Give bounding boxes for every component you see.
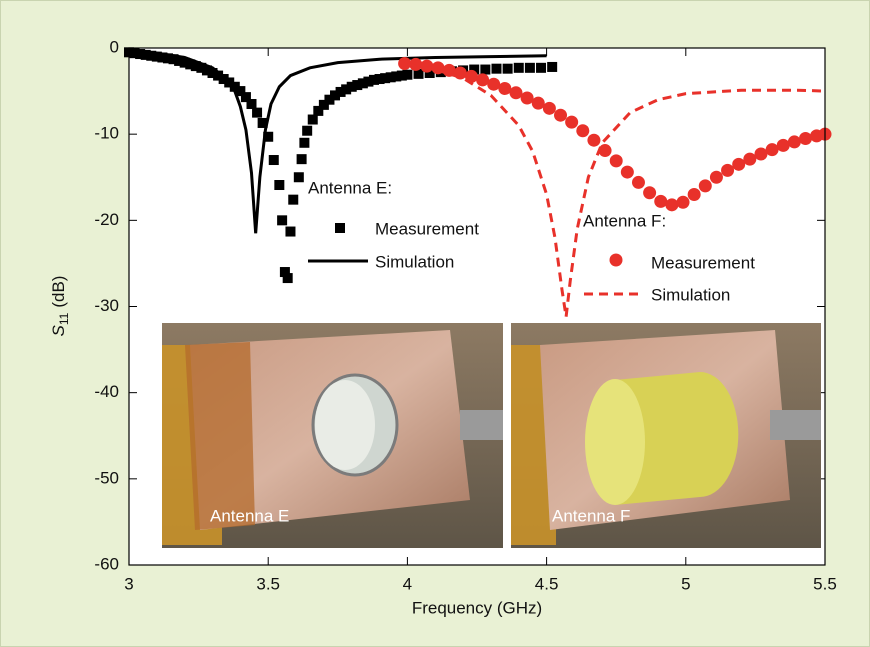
marker (288, 195, 298, 205)
photos: Antenna E Antenna F (162, 323, 821, 548)
marker (514, 63, 524, 73)
marker (283, 273, 293, 283)
legend-label: Measurement (375, 219, 479, 238)
photo-antenna-f: Antenna F (511, 323, 821, 548)
x-tick-label: 5.5 (813, 574, 837, 593)
marker (480, 65, 490, 75)
y-tick-label: -60 (94, 554, 119, 573)
marker (766, 143, 779, 156)
y-axis-symbol: S (49, 324, 68, 336)
y-tick-label: -50 (94, 468, 119, 487)
marker (710, 171, 723, 184)
marker (610, 254, 623, 267)
y-tick-label: -10 (94, 124, 119, 143)
marker (632, 176, 645, 189)
marker (252, 108, 262, 118)
marker (335, 223, 345, 233)
marker (498, 82, 511, 95)
legend-group: Antenna F: (583, 211, 666, 230)
marker (732, 158, 745, 171)
y-tick-label: 0 (110, 37, 119, 56)
marker (269, 155, 279, 165)
marker (699, 179, 712, 192)
y-tick-label: -30 (94, 296, 119, 315)
marker (621, 166, 634, 179)
marker (665, 198, 678, 211)
marker (587, 134, 600, 147)
y-tick-label: -20 (94, 210, 119, 229)
legend-label: Measurement (651, 253, 755, 272)
marker (402, 70, 412, 80)
legend-label: Simulation (651, 285, 730, 304)
marker (521, 91, 534, 104)
y-axis-title: S11 (dB) (49, 276, 71, 337)
marker (277, 215, 287, 225)
marker (476, 73, 489, 86)
marker (643, 186, 656, 199)
x-tick-label: 4 (403, 574, 412, 593)
marker (503, 64, 513, 74)
photo-label: Antenna F (552, 506, 630, 525)
legend-label: Simulation (375, 252, 454, 271)
marker (777, 139, 790, 152)
marker (525, 63, 535, 73)
y-tick-label: -40 (94, 382, 119, 401)
legend-marker (610, 254, 623, 267)
marker (274, 180, 284, 190)
marker (487, 78, 500, 91)
marker (743, 153, 756, 166)
marker (294, 172, 304, 182)
marker (799, 132, 812, 145)
marker (554, 109, 567, 122)
x-tick-label: 3.5 (256, 574, 280, 593)
legend-group: Antenna E: (308, 178, 392, 197)
marker (454, 66, 467, 79)
marker (299, 138, 309, 148)
x-axis-title: Frequency (GHz) (412, 598, 542, 617)
marker (754, 147, 767, 160)
marker (285, 227, 295, 237)
marker (610, 154, 623, 167)
marker (677, 196, 690, 209)
marker (308, 115, 318, 125)
marker (576, 124, 589, 137)
chart: Antenna E Antenna F Antenna E: Measureme… (0, 0, 870, 647)
marker (302, 126, 312, 136)
legend-marker (335, 223, 345, 233)
photo-label: Antenna E (210, 506, 289, 525)
x-tick-label: 3 (124, 574, 133, 593)
marker (788, 135, 801, 148)
marker (246, 99, 256, 109)
marker (654, 195, 667, 208)
y-axis-subscript: 11 (57, 312, 71, 325)
marker (491, 64, 501, 74)
x-tick-label: 4.5 (535, 574, 559, 593)
marker (688, 188, 701, 201)
marker (509, 86, 522, 99)
marker (547, 62, 557, 72)
marker (536, 63, 546, 73)
marker (721, 164, 734, 177)
marker (532, 97, 545, 110)
y-axis-unit: (dB) (49, 276, 68, 308)
x-tick-label: 5 (681, 574, 690, 593)
marker (565, 116, 578, 129)
photo-antenna-e: Antenna E (162, 323, 503, 548)
marker (543, 102, 556, 115)
marker (297, 154, 307, 164)
